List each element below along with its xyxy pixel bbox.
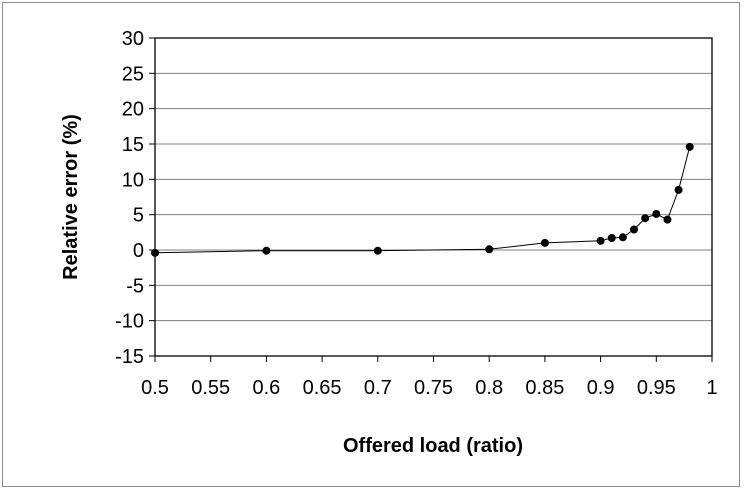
data-point-7 <box>618 233 627 242</box>
x-tick-label-2: 0.6 <box>252 377 280 399</box>
x-tick-label-6: 0.8 <box>475 377 503 399</box>
x-tick-label-3: 0.65 <box>303 377 342 399</box>
data-point-0 <box>151 248 159 257</box>
data-point-12 <box>674 185 683 194</box>
y-tick-label-9: -15 <box>115 346 144 368</box>
chart-frame <box>2 2 740 487</box>
y-tick-label-7: -5 <box>126 275 144 297</box>
x-tick-label-10: 1 <box>706 377 717 399</box>
y-tick-label-2: 20 <box>122 99 144 121</box>
plot-area <box>154 37 713 357</box>
y-axis: 30 25 20 15 10 5 0 -5 -10 -15 <box>115 28 155 368</box>
y-tick-label-3: 15 <box>122 134 144 156</box>
x-tick-label-8: 0.9 <box>587 377 615 399</box>
data-point-2 <box>373 246 382 255</box>
gridlines <box>155 37 712 357</box>
y-tick-label-0: 30 <box>122 28 144 50</box>
data-point-13 <box>685 142 694 151</box>
y-tick-label-8: -10 <box>115 311 144 333</box>
x-tick-label-9: 0.95 <box>637 377 676 399</box>
y-axis-title: Relative error (%) <box>60 114 82 280</box>
data-points <box>151 142 694 257</box>
x-tick-label-7: 0.85 <box>525 377 564 399</box>
data-point-10 <box>652 209 661 218</box>
data-point-11 <box>663 215 672 224</box>
data-point-4 <box>540 238 549 247</box>
x-tick-label-1: 0.55 <box>191 377 230 399</box>
data-point-5 <box>596 236 605 245</box>
y-tick-label-5: 5 <box>133 205 144 227</box>
y-tick-label-6: 0 <box>133 240 144 262</box>
x-tick-label-0: 0.5 <box>141 377 169 399</box>
data-point-1 <box>262 246 271 255</box>
x-axis-title: Offered load (ratio) <box>343 435 523 457</box>
x-tick-label-5: 0.75 <box>414 377 453 399</box>
x-tick-label-4: 0.7 <box>364 377 392 399</box>
y-tick-label-1: 25 <box>122 63 144 85</box>
data-point-8 <box>630 225 639 234</box>
y-tick-label-4: 10 <box>122 169 144 191</box>
data-point-9 <box>641 214 650 223</box>
data-point-6 <box>607 233 616 242</box>
x-axis: 0.5 0.55 0.6 0.65 0.7 0.75 0.8 0.85 0.9 0.95 1 <box>141 356 718 399</box>
data-point-3 <box>485 245 494 254</box>
